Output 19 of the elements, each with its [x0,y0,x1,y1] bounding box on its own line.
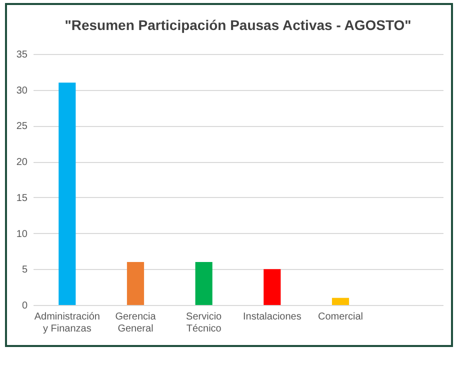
x-tick-label: Comercial [318,312,364,322]
bar [126,262,144,305]
y-tick-label: 0 [22,300,28,312]
bar [264,269,281,305]
x-tick-label: Instalaciones [242,312,302,322]
bar [58,82,76,305]
y-tick-label: 5 [22,264,28,276]
y-tick-label: 30 [16,85,28,96]
x-tick-label: Administración y Finanzas [34,312,100,334]
y-tick-label: 20 [16,157,28,168]
bar [332,298,350,305]
y-tick-label: 35 [16,50,28,60]
y-tick-label: 10 [16,228,28,240]
x-tick-label: Gerencia General [115,312,156,334]
y-tick-label: 25 [16,121,28,132]
chart-title: "Resumen Participación Pausas Activas - AGOSTO" [64,17,412,33]
bar [195,262,212,305]
x-tick-label: Servicio Técnico [186,312,222,334]
y-tick-label: 15 [16,192,28,204]
